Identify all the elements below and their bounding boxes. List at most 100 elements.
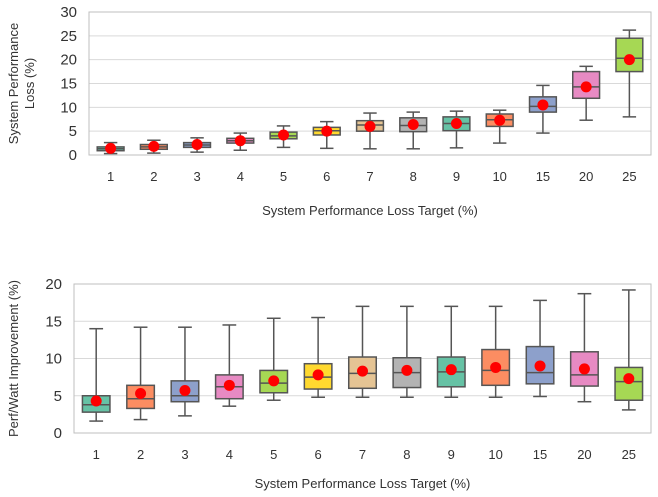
mean-marker (364, 120, 376, 132)
box-iqr (614, 366, 644, 401)
box-9 (442, 110, 471, 149)
y-tick-label: 5 (54, 388, 62, 405)
box-4 (226, 132, 255, 151)
x-tick-label: 2 (137, 447, 144, 462)
x-tick-label: 4 (226, 447, 233, 462)
x-tick-label: 6 (314, 447, 321, 462)
x-tick-label: 6 (323, 169, 330, 184)
box-iqr (615, 37, 644, 73)
x-tick-label: 20 (579, 169, 593, 184)
y-tick-label: 0 (54, 425, 62, 442)
x-tick-label: 10 (492, 169, 506, 184)
mean-marker (450, 118, 462, 130)
mean-marker (578, 363, 590, 375)
box-10 (481, 305, 511, 398)
x-tick-label: 7 (359, 447, 366, 462)
x-tick-label: 1 (107, 169, 114, 184)
y-tick-label: 20 (60, 52, 77, 69)
y-tick-label: 20 (45, 276, 62, 293)
x-tick-label: 7 (366, 169, 373, 184)
y-tick-label: 30 (60, 4, 77, 21)
box-15 (528, 84, 558, 134)
x-tick-label: 10 (488, 447, 502, 462)
x-tick-label: 8 (403, 447, 410, 462)
x-tick-label: 5 (270, 447, 277, 462)
y-tick-label: 10 (60, 99, 77, 116)
y-axis-title: Perf/Watt Improvement (%) (6, 280, 21, 437)
x-tick-label: 9 (448, 447, 455, 462)
mean-marker (537, 99, 549, 111)
box-1 (96, 141, 125, 155)
box-9 (436, 305, 466, 398)
plot-frame (73, 283, 652, 434)
x-axis-title: System Performance Loss Target (%) (262, 203, 478, 218)
box-7 (347, 305, 378, 398)
mean-marker (179, 385, 191, 397)
box-3 (170, 326, 200, 417)
mean-marker (534, 360, 546, 372)
x-tick-label: 5 (280, 169, 287, 184)
box-6 (303, 316, 333, 398)
box-7 (355, 112, 385, 150)
mean-marker (357, 365, 368, 377)
box-4 (214, 324, 244, 407)
mean-marker (191, 139, 203, 151)
x-tick-label: 3 (181, 447, 188, 462)
x-tick-label: 4 (237, 169, 244, 184)
mean-marker (580, 81, 592, 93)
plot-frame (88, 11, 652, 156)
y-tick-label: 0 (69, 147, 77, 164)
box-15 (525, 299, 555, 398)
y-tick-label: 15 (45, 313, 62, 330)
mean-marker (234, 135, 246, 147)
box-25 (615, 29, 644, 118)
y-tick-label: 15 (60, 76, 77, 93)
box-6 (312, 120, 341, 150)
x-tick-label: 15 (533, 447, 547, 462)
y-tick-label: 25 (60, 28, 77, 45)
box-20 (569, 292, 599, 403)
x-tick-label: 3 (193, 169, 200, 184)
mean-marker (105, 142, 117, 154)
mean-marker (445, 364, 457, 376)
box-3 (182, 137, 212, 153)
mean-marker (623, 54, 635, 66)
mean-marker (148, 140, 160, 152)
mean-marker (321, 125, 333, 137)
y-tick-label: 10 (45, 351, 62, 368)
box-2 (139, 139, 168, 154)
x-tick-label: 8 (410, 169, 417, 184)
mean-marker (268, 375, 280, 387)
box-10 (485, 109, 514, 144)
mean-marker (623, 373, 635, 385)
box-1 (81, 327, 111, 422)
box-2 (126, 326, 156, 421)
chart-panel-2: 0 5 10 15 20 1 2 3 4 5 6 7 8 9 10 15 20 25 System Performa… (6, 276, 652, 491)
x-tick-label: 9 (453, 169, 460, 184)
box-8 (392, 305, 422, 398)
x-tick-label: 15 (536, 169, 550, 184)
mean-marker (135, 388, 147, 400)
mean-marker (312, 369, 324, 381)
mean-marker (407, 118, 419, 130)
box-25 (614, 289, 644, 411)
x-tick-label: 1 (93, 447, 100, 462)
box-20 (572, 65, 601, 121)
mean-marker (90, 395, 102, 407)
chart-panel-1: 0 5 10 15 20 25 30 1 2 3 4 5 6 7 8 9 10 15 20 25 System Perf… (6, 4, 652, 218)
box-5 (259, 317, 289, 401)
mean-marker (494, 114, 506, 126)
x-tick-label: 25 (622, 447, 636, 462)
box-5 (269, 125, 298, 149)
box-8 (399, 111, 428, 150)
mean-marker (223, 379, 235, 391)
y-tick-label: 5 (69, 123, 77, 140)
mean-marker (490, 361, 502, 373)
x-axis-title: System Performance Loss Target (%) (255, 476, 471, 491)
x-tick-label: 25 (622, 169, 636, 184)
y-axis-title: System PerformanceLoss (%) (6, 23, 37, 144)
box-iqr (572, 70, 601, 100)
x-tick-label: 2 (150, 169, 157, 184)
x-tick-label: 20 (577, 447, 591, 462)
